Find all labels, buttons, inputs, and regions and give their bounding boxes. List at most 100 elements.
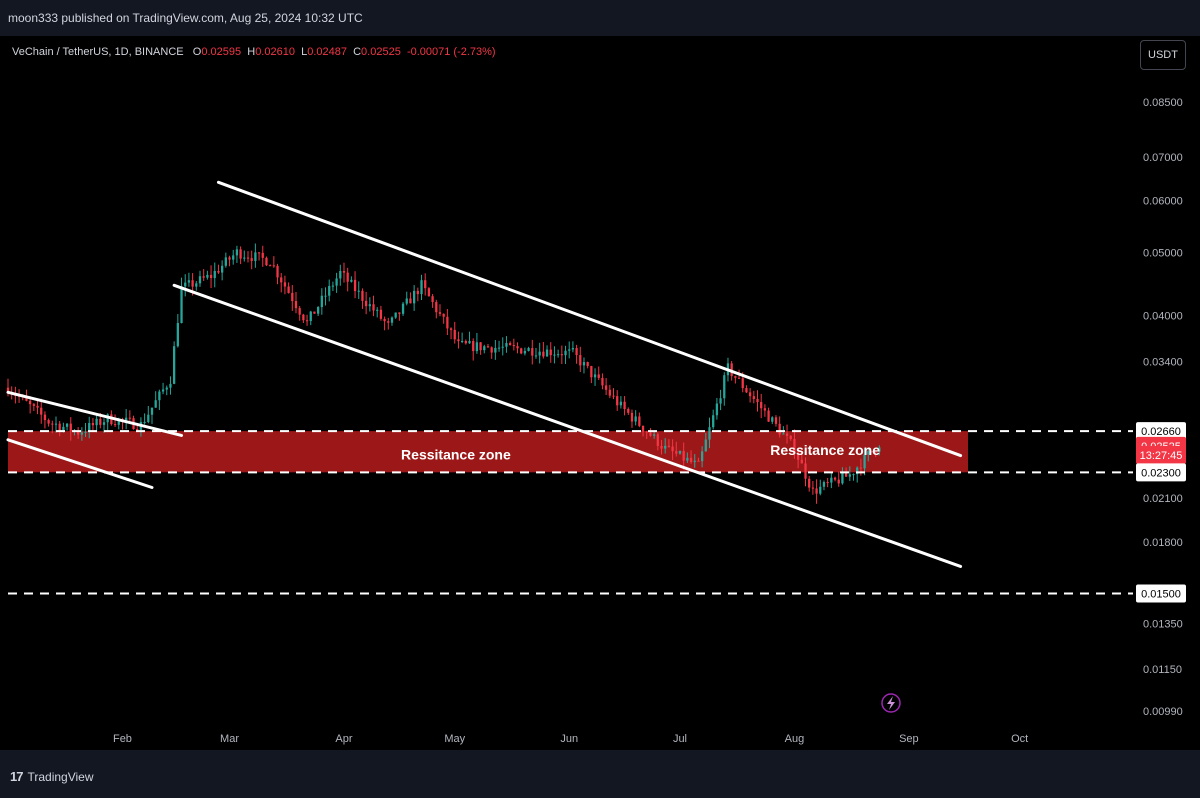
candle-body bbox=[198, 276, 202, 284]
x-tick-aug: Aug bbox=[785, 733, 805, 745]
tradingview-logo-text: TradingView bbox=[27, 769, 94, 784]
candle-body bbox=[136, 429, 139, 431]
trendline-0 bbox=[6, 390, 184, 437]
candle-body bbox=[597, 374, 600, 378]
candle-body bbox=[209, 274, 213, 279]
candle-body bbox=[796, 453, 800, 460]
bottom-bar bbox=[0, 750, 1200, 798]
candle-body bbox=[623, 401, 626, 410]
x-tick-feb: Feb bbox=[113, 733, 132, 745]
candle-body bbox=[265, 257, 268, 266]
candle-body bbox=[752, 396, 755, 399]
candle-body bbox=[379, 309, 383, 319]
x-tick-mar: Mar bbox=[220, 733, 239, 745]
candle-body bbox=[575, 348, 578, 356]
candle-body bbox=[387, 321, 390, 323]
candle-body bbox=[512, 345, 515, 347]
candle-body bbox=[774, 417, 778, 424]
candle-body bbox=[520, 348, 523, 354]
y-tick-label: 0.02100 bbox=[1143, 493, 1183, 505]
tradingview-logo[interactable]: 17 TradingView bbox=[10, 769, 94, 784]
candle-body bbox=[656, 434, 659, 447]
candle-body bbox=[826, 482, 829, 484]
candle-body bbox=[368, 304, 371, 307]
candle-body bbox=[235, 249, 239, 256]
candle-body bbox=[298, 308, 301, 315]
candle-body bbox=[852, 474, 855, 476]
candle-body bbox=[497, 347, 501, 349]
candle-body bbox=[579, 355, 582, 366]
candle-body bbox=[568, 349, 571, 351]
candle-body bbox=[475, 342, 479, 352]
candle-body bbox=[641, 425, 645, 432]
candle-body bbox=[364, 300, 368, 307]
candle-body bbox=[734, 376, 737, 378]
price-tag-box bbox=[1136, 422, 1186, 441]
lightning-icon[interactable] bbox=[881, 693, 901, 713]
drawings: Ressitance zone Ressitance zone bbox=[6, 180, 1133, 595]
candle-body bbox=[261, 252, 264, 258]
candle-body bbox=[449, 328, 453, 330]
symbol-name: VeChain / TetherUS, 1D, BINANCE bbox=[12, 46, 184, 58]
candle-body bbox=[660, 446, 663, 449]
candle-body bbox=[833, 477, 837, 480]
candle-body bbox=[811, 487, 815, 489]
candle-body bbox=[616, 396, 619, 406]
zone-label-right: Ressitance zone bbox=[770, 442, 880, 458]
candle-body bbox=[276, 265, 279, 278]
candle-body bbox=[808, 478, 811, 488]
chart-frame[interactable] bbox=[0, 36, 1200, 750]
candle-body bbox=[47, 420, 50, 424]
candle-body bbox=[320, 295, 323, 308]
candle-body bbox=[339, 270, 342, 279]
candle-body bbox=[372, 304, 375, 311]
candle-body bbox=[287, 286, 290, 293]
price-axis[interactable] bbox=[1133, 36, 1200, 750]
candle-body bbox=[431, 296, 434, 303]
candle-body bbox=[604, 385, 608, 390]
candles bbox=[6, 243, 881, 504]
price-tag-box bbox=[1136, 446, 1186, 465]
candle-body bbox=[243, 257, 246, 259]
candle-body bbox=[102, 422, 106, 425]
candle-body bbox=[331, 285, 335, 287]
currency-button[interactable]: USDT bbox=[1140, 40, 1186, 70]
axes: 0.08500 0.07000 0.06000 0.05000 0.04000 0.034… bbox=[113, 97, 1183, 745]
candle-body bbox=[634, 416, 637, 422]
candle-body bbox=[627, 409, 630, 413]
y-tick-label: 0.04000 bbox=[1143, 310, 1183, 322]
y-tick-label: 0.07000 bbox=[1143, 152, 1183, 164]
candle-body bbox=[77, 430, 80, 435]
candle-body bbox=[394, 312, 397, 318]
candle-body bbox=[113, 424, 117, 426]
high-value: 0.02610 bbox=[255, 46, 295, 58]
candle-body bbox=[848, 474, 851, 477]
candle-body bbox=[682, 450, 685, 461]
candle-body bbox=[741, 378, 744, 389]
candle-body bbox=[767, 410, 770, 422]
price-chart[interactable]: Ressitance zone Ressitance zone 0.08500 0.… bbox=[0, 36, 1200, 750]
candle-body bbox=[564, 350, 567, 356]
candle-body bbox=[542, 351, 545, 357]
candle-body bbox=[232, 255, 235, 260]
tradingview-logo-icon: 17 bbox=[10, 769, 24, 784]
price-tag-box bbox=[1136, 463, 1186, 482]
candle-body bbox=[427, 288, 431, 297]
candle-body bbox=[719, 398, 722, 404]
candle-body bbox=[527, 348, 530, 351]
candle-body bbox=[457, 339, 460, 342]
candle-body bbox=[859, 467, 863, 469]
candle-body bbox=[649, 432, 652, 436]
candle-body bbox=[863, 454, 866, 469]
candle-body bbox=[88, 423, 91, 432]
candle-body bbox=[84, 431, 87, 433]
candle-body bbox=[283, 282, 287, 287]
candle-body bbox=[689, 457, 693, 462]
trendline-1 bbox=[6, 438, 154, 490]
candle-body bbox=[619, 401, 623, 406]
candle-body bbox=[486, 346, 490, 348]
candle-body bbox=[335, 278, 338, 286]
candle-body bbox=[195, 283, 198, 287]
candle-body bbox=[671, 446, 674, 452]
y-tick-label: 0.08500 bbox=[1143, 97, 1183, 109]
